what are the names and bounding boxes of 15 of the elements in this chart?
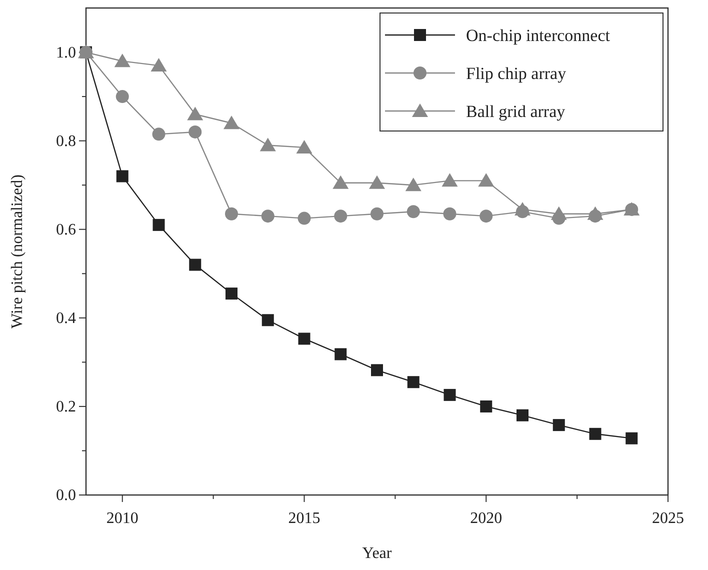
y-tick-label: 0.4 [56,310,76,327]
x-tick-label: 2025 [652,510,684,527]
legend-label: On-chip interconnect [466,26,610,45]
legend-label: Ball grid array [466,102,566,121]
x-axis-title: Year [362,545,392,562]
x-tick-label: 2010 [106,510,138,527]
x-tick-label: 2020 [470,510,502,527]
y-tick-label: 0.8 [56,132,76,150]
legend-label: Flip chip array [466,64,567,83]
y-axis-title: Wire pitch (normalized) [9,174,26,328]
y-tick-label: 0.0 [56,487,76,504]
y-tick-label: 0.6 [56,221,76,238]
y-tick-label: 0.2 [56,398,76,416]
y-tick-label: 1.0 [56,44,76,62]
x-tick-label: 2015 [288,510,320,527]
